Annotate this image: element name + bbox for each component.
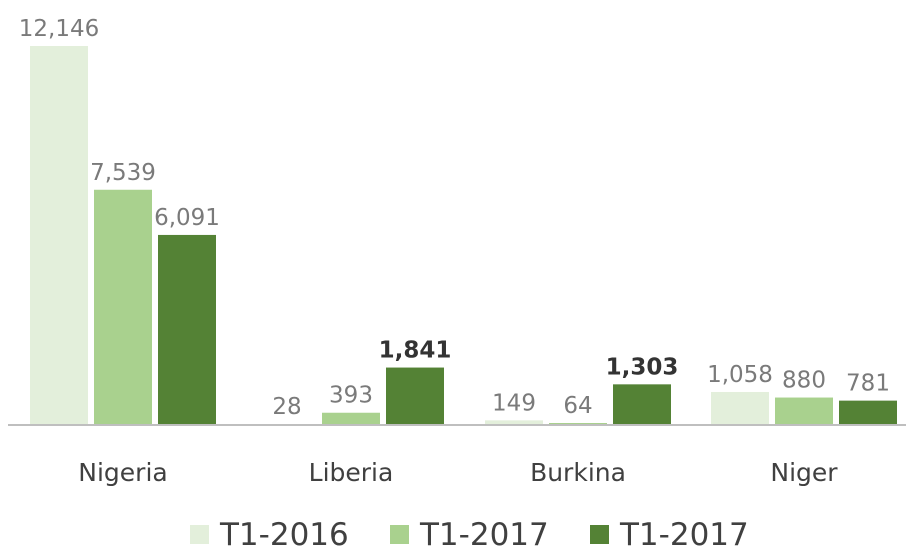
- bar-nigeria-series-2: [94, 189, 152, 425]
- category-labels-group: Nigeria Liberia Burkina Niger: [78, 458, 838, 487]
- data-label-nigeria-series-3: 6,091: [154, 205, 220, 231]
- category-label-liberia: Liberia: [309, 458, 394, 487]
- data-label-niger-series-3: 781: [846, 371, 890, 397]
- legend-label-series-1: T1-2016: [219, 517, 349, 553]
- data-label-burkina-series-1: 149: [492, 390, 536, 416]
- legend: T1-2016 T1-2017 T1-2017: [190, 517, 749, 553]
- legend-swatch-series-3: [590, 525, 609, 544]
- bar-burkina-series-3: [613, 384, 671, 425]
- data-label-niger-series-1: 1,058: [707, 362, 773, 388]
- data-label-nigeria-series-1: 12,146: [19, 16, 99, 42]
- legend-swatch-series-2: [390, 525, 409, 544]
- bar-burkina-series-1: [485, 420, 543, 425]
- data-label-liberia-series-3: 1,841: [379, 338, 452, 364]
- data-label-nigeria-series-2: 7,539: [90, 160, 156, 186]
- bars-group: [30, 46, 897, 425]
- data-label-niger-series-2: 880: [782, 368, 826, 394]
- bar-niger-series-3: [839, 400, 897, 425]
- data-label-burkina-series-2: 64: [563, 393, 592, 419]
- bar-niger-series-2: [775, 397, 833, 425]
- legend-label-series-3: T1-2017: [619, 517, 749, 553]
- bar-liberia-series-3: [386, 367, 444, 425]
- data-label-burkina-series-3: 1,303: [606, 354, 679, 380]
- legend-swatch-series-1: [190, 525, 209, 544]
- bar-niger-series-1: [711, 391, 769, 425]
- bar-nigeria-series-3: [158, 234, 216, 425]
- data-label-liberia-series-1: 28: [272, 394, 301, 420]
- bar-nigeria-series-1: [30, 46, 88, 425]
- category-label-burkina: Burkina: [530, 458, 626, 487]
- legend-label-series-2: T1-2017: [419, 517, 549, 553]
- bar-liberia-series-2: [322, 412, 380, 425]
- category-label-nigeria: Nigeria: [78, 458, 167, 487]
- data-label-liberia-series-2: 393: [329, 383, 373, 409]
- category-label-niger: Niger: [770, 458, 838, 487]
